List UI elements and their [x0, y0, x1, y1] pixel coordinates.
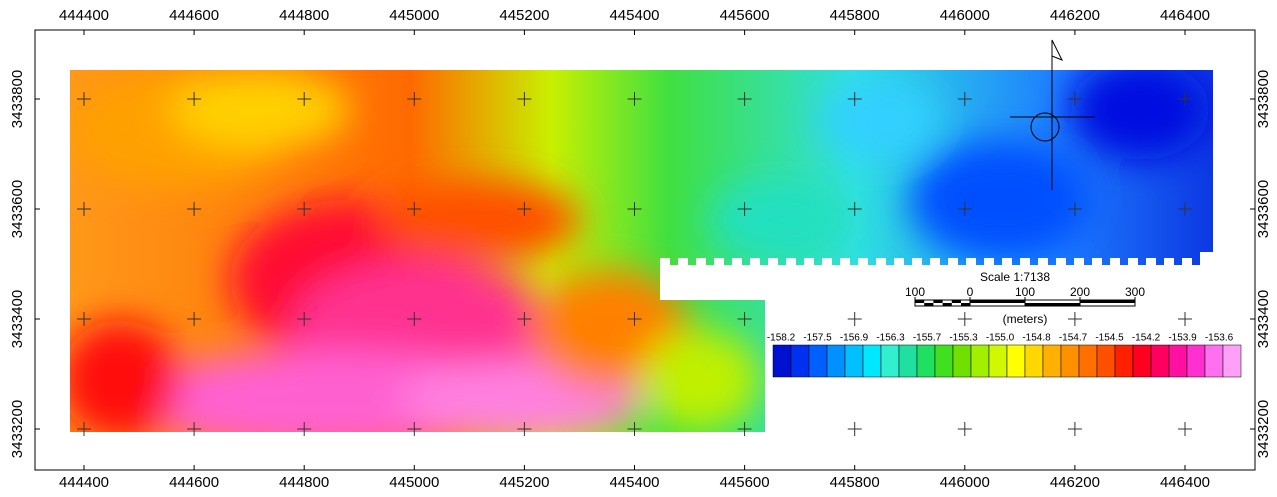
legend-swatch [989, 345, 1007, 377]
legend-swatch [1043, 345, 1061, 377]
grid-cross [1068, 312, 1082, 326]
scale-title: Scale 1:7138 [980, 270, 1050, 284]
legend-swatch [1151, 345, 1169, 377]
legend-swatch [917, 345, 935, 377]
x-tick-label: 444400 [59, 7, 109, 24]
grid-cross [848, 312, 862, 326]
legend-label: -156.9 [840, 333, 869, 344]
legend-label: -154.5 [1095, 333, 1124, 344]
legend-label: -157.5 [803, 333, 832, 344]
legend-label: -153.9 [1168, 333, 1197, 344]
legend-label: -155.0 [986, 333, 1015, 344]
legend-swatch [809, 345, 827, 377]
x-tick-label: 446000 [940, 7, 990, 24]
x-tick-label: 446200 [1050, 474, 1100, 491]
legend-swatch [1205, 345, 1223, 377]
x-tick-label: 444600 [169, 474, 219, 491]
legend-label: -154.7 [1059, 333, 1088, 344]
legend-swatch [1223, 345, 1241, 377]
legend-swatch [1169, 345, 1187, 377]
x-tick-label: 445200 [499, 7, 549, 24]
x-tick-label: 445000 [389, 474, 439, 491]
y-tick-label: 3433400 [1255, 290, 1272, 348]
y-tick-label: 3433600 [9, 180, 26, 238]
legend-swatch [935, 345, 953, 377]
x-tick-label: 444800 [279, 7, 329, 24]
x-tick-label: 444800 [279, 474, 329, 491]
y-tick-label: 3433800 [9, 70, 26, 128]
x-tick-label: 446400 [1160, 7, 1210, 24]
x-tick-label: 446000 [940, 474, 990, 491]
scale-segment [943, 303, 952, 306]
y-tick-label: 3433600 [1255, 180, 1272, 238]
legend-swatch [881, 345, 899, 377]
x-tick-label: 445600 [720, 474, 770, 491]
scale-segment [933, 300, 942, 303]
legend-label: -155.7 [913, 333, 942, 344]
scale-segment [1080, 300, 1135, 303]
grid-cross [1178, 422, 1192, 436]
map: Scale 1:7138 (meters) 1000100200300 -158… [0, 0, 1277, 497]
legend-swatch [1097, 345, 1115, 377]
legend-swatch [1133, 345, 1151, 377]
legend-swatch [1187, 345, 1205, 377]
legend-swatch [773, 345, 791, 377]
x-tick-label: 444400 [59, 474, 109, 491]
scale-unit: (meters) [1003, 312, 1048, 326]
scale-segment [915, 300, 924, 303]
legend-swatch [791, 345, 809, 377]
grid-cross [958, 312, 972, 326]
legend-label: -153.6 [1205, 333, 1234, 344]
x-tick-label: 445800 [830, 474, 880, 491]
legend-label: -158.2 [767, 333, 796, 344]
legend-swatch [971, 345, 989, 377]
legend-swatch [1079, 345, 1097, 377]
x-tick-label: 445200 [499, 474, 549, 491]
x-tick-label: 445400 [609, 7, 659, 24]
legend-label: -154.8 [1022, 333, 1051, 344]
scale-segment [1025, 303, 1080, 306]
y-tick-label: 3433200 [9, 400, 26, 458]
legend-swatch [1061, 345, 1079, 377]
x-tick-label: 445000 [389, 7, 439, 24]
x-tick-label: 445800 [830, 7, 880, 24]
y-tick-label: 3433800 [1255, 70, 1272, 128]
legend-swatch [1007, 345, 1025, 377]
x-tick-label: 446200 [1050, 7, 1100, 24]
legend-label: -156.3 [876, 333, 905, 344]
grid-cross [958, 422, 972, 436]
legend-swatch [1025, 345, 1043, 377]
grid-cross [1068, 422, 1082, 436]
legend-swatch [845, 345, 863, 377]
y-tick-label: 3433200 [1255, 400, 1272, 458]
x-tick-label: 445600 [720, 7, 770, 24]
x-tick-label: 445400 [609, 474, 659, 491]
anomaly-field [60, 60, 1230, 450]
scale-segment [952, 300, 961, 303]
scale-segment [970, 300, 1025, 303]
x-tick-label: 446400 [1160, 474, 1210, 491]
grid-cross [1178, 312, 1192, 326]
color-legend: -158.2 -157.5 -156.9 -156.3 -155.7 -155.3 -155… [767, 333, 1241, 377]
y-tick-label: 3433400 [9, 290, 26, 348]
scale-segment [924, 303, 933, 306]
legend-swatch [953, 345, 971, 377]
legend-swatch [1115, 345, 1133, 377]
legend-label: -154.2 [1132, 333, 1161, 344]
scale-segment [961, 303, 970, 306]
grid-cross [848, 422, 862, 436]
legend-label: -155.3 [949, 333, 978, 344]
legend-swatch [827, 345, 845, 377]
x-tick-label: 444600 [169, 7, 219, 24]
legend-swatch [863, 345, 881, 377]
legend-swatch [899, 345, 917, 377]
